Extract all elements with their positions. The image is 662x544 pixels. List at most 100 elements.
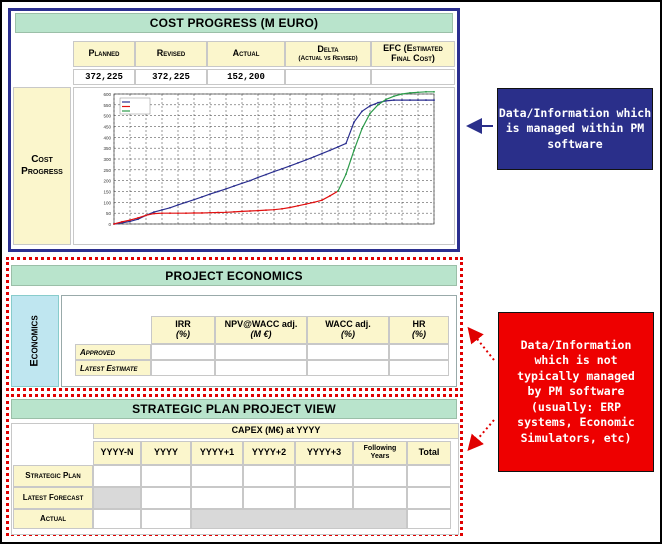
series-point — [289, 206, 291, 209]
series-point — [433, 99, 435, 101]
series-point — [417, 99, 419, 101]
econ-col-irr-label: IRR — [175, 319, 191, 330]
capex-cell[interactable] — [353, 465, 407, 487]
series-point — [369, 112, 371, 115]
series-point — [169, 206, 171, 209]
y-tick-label: 300 — [103, 157, 111, 162]
econ-cell[interactable] — [215, 360, 307, 376]
capex-col-yyyy: YYYY — [141, 441, 191, 465]
econ-col-npv: NPV@WACC adj. (M €) — [215, 316, 307, 344]
series-point — [153, 211, 155, 213]
series-point — [257, 209, 259, 212]
series-point — [257, 176, 259, 179]
y-tick-label: 150 — [103, 190, 111, 195]
series-point — [161, 212, 163, 215]
y-tick-label: 550 — [103, 103, 111, 108]
y-tick-label: 400 — [103, 135, 111, 140]
project-economics-panel: Project Economics Economics IRR (%) NPV@… — [6, 257, 463, 391]
series-point — [425, 99, 427, 101]
econ-col-npv-unit: (M €) — [250, 329, 272, 339]
series-point — [369, 105, 371, 107]
econ-cell[interactable] — [215, 344, 307, 360]
series-point — [353, 121, 355, 124]
capex-cell[interactable] — [243, 487, 295, 509]
capex-cell[interactable] — [93, 465, 141, 487]
series-point — [113, 223, 115, 225]
chart-area: 0 50 100 150 200 250 300 350 400 450 500 550 600 — [73, 87, 455, 245]
capex-cell[interactable] — [191, 465, 243, 487]
series-point — [129, 219, 131, 222]
series-point — [385, 98, 387, 101]
series-point — [217, 190, 219, 193]
econ-col-hr-label: HR — [412, 319, 426, 330]
project-economics-title: Project Economics — [11, 265, 457, 286]
econ-cell[interactable] — [389, 360, 449, 376]
header-efc: EFC (Estimated Final Cost) — [371, 41, 455, 67]
capex-col-yyyy-n: YYYY-N — [93, 441, 141, 465]
series-point — [233, 210, 235, 213]
y-tick-label: 100 — [103, 200, 111, 205]
capex-col-yyyy-plus-3: YYYY+3 — [295, 441, 353, 465]
strategic-plan-title: Strategic Plan Project View — [11, 399, 457, 419]
y-tick-label: 200 — [103, 179, 111, 184]
econ-cell[interactable] — [307, 360, 389, 376]
y-tick-label: 250 — [103, 168, 111, 173]
y-tick-label: 350 — [103, 146, 111, 151]
capex-cell[interactable] — [191, 487, 243, 509]
capex-cell[interactable] — [141, 487, 191, 509]
capex-row-strategic-plan: Strategic Plan — [13, 465, 93, 487]
econ-cell[interactable] — [389, 344, 449, 360]
capex-cell[interactable] — [141, 465, 191, 487]
series-point — [329, 194, 331, 197]
series-point — [225, 188, 227, 190]
series-point — [265, 173, 267, 176]
series-point — [137, 217, 139, 219]
capex-cell[interactable] — [93, 509, 141, 529]
series-point — [217, 211, 219, 214]
series-point — [233, 185, 235, 187]
series-point — [129, 220, 131, 223]
capex-cell[interactable] — [407, 487, 451, 509]
econ-cell[interactable] — [307, 344, 389, 360]
econ-cell[interactable] — [151, 360, 215, 376]
econ-col-irr: IRR (%) — [151, 316, 215, 344]
series-point — [201, 212, 203, 214]
capex-cell[interactable] — [407, 465, 451, 487]
cost-progress-side-label: Cost Progress — [13, 87, 71, 245]
capex-cell[interactable] — [407, 509, 451, 529]
series-point — [321, 152, 323, 155]
series-point — [145, 214, 147, 217]
econ-row-approved: Approved — [75, 344, 151, 360]
series-point — [393, 99, 395, 101]
header-actual: Actual — [207, 41, 285, 67]
capex-cell-disabled — [93, 487, 141, 509]
series-point — [305, 158, 307, 161]
capex-cell[interactable] — [243, 465, 295, 487]
econ-row-latest-estimate: Latest Estimate — [75, 360, 151, 376]
capex-col-yyyy-plus-1: YYYY+1 — [191, 441, 243, 465]
capex-cell[interactable] — [353, 487, 407, 509]
series-point — [313, 201, 315, 204]
capex-cell[interactable] — [295, 487, 353, 509]
series-point — [321, 199, 323, 202]
series-point — [241, 210, 243, 213]
series-point — [433, 90, 435, 93]
series-point — [281, 167, 283, 170]
series-point — [409, 92, 411, 94]
header-efc-sub: Final Cost) — [391, 53, 435, 63]
side-label-line2: Progress — [21, 166, 63, 177]
capex-cell[interactable] — [295, 465, 353, 487]
series-point — [401, 99, 403, 101]
value-revised: 372,225 — [135, 69, 207, 85]
y-tick-label: 600 — [103, 92, 111, 97]
series-point — [337, 145, 339, 148]
series-point — [273, 170, 275, 173]
series-point — [121, 220, 123, 223]
series-point — [297, 204, 299, 207]
series-point — [209, 193, 211, 195]
economics-vertical-label: Economics — [11, 295, 59, 387]
econ-cell[interactable] — [151, 344, 215, 360]
series-point — [337, 190, 339, 192]
capex-cell[interactable] — [141, 509, 191, 529]
